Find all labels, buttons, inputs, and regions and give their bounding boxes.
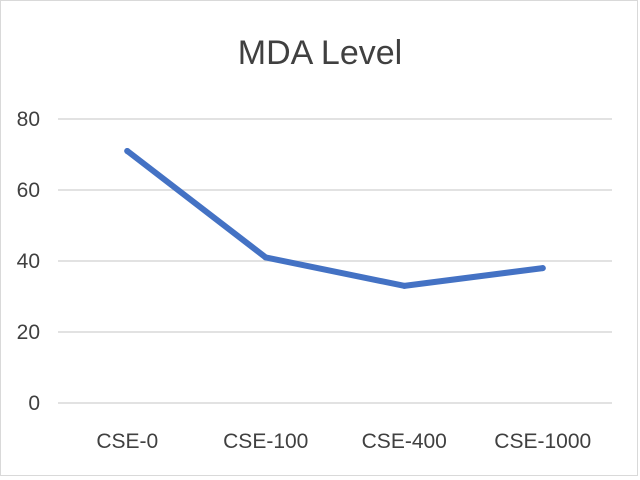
y-tick-label: 0 xyxy=(28,392,40,415)
y-tick-label: 60 xyxy=(17,179,40,202)
x-tick-label: CSE-100 xyxy=(223,430,308,453)
x-tick-label: CSE-400 xyxy=(362,430,447,453)
data-point-CSE-400 xyxy=(401,282,408,289)
series-line-0 xyxy=(124,147,546,289)
y-tick-label: 20 xyxy=(17,321,40,344)
data-point-CSE-1000 xyxy=(539,265,546,272)
data-point-CSE-0 xyxy=(124,147,131,154)
y-axis-ticks: 0 20 40 60 80 xyxy=(17,108,40,415)
x-tick-label: CSE-1000 xyxy=(494,430,591,453)
chart-title: MDA Level xyxy=(238,34,402,72)
data-point-CSE-100 xyxy=(262,254,269,261)
series-layer xyxy=(124,147,546,289)
x-axis-ticks: CSE-0 CSE-100 CSE-400 CSE-1000 xyxy=(96,430,591,453)
y-tick-label: 40 xyxy=(17,250,40,273)
gridlines xyxy=(58,118,612,404)
x-tick-label: CSE-0 xyxy=(96,430,158,453)
y-tick-label: 80 xyxy=(17,108,40,131)
